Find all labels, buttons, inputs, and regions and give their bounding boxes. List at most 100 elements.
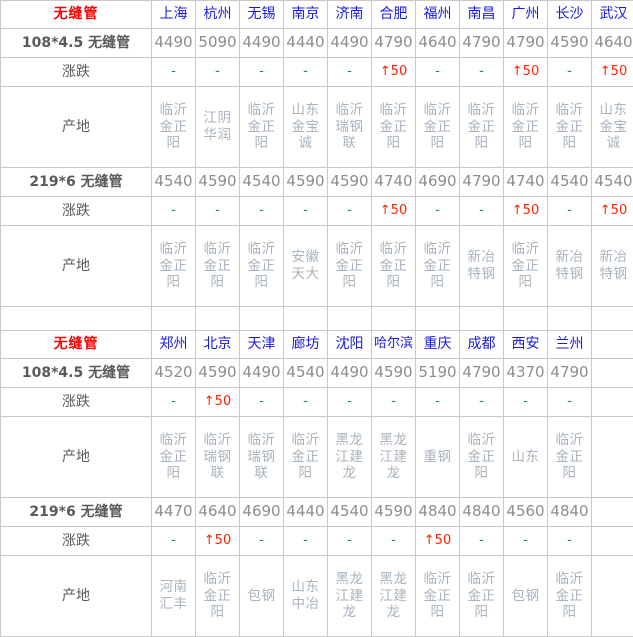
- spacer-cell: [548, 307, 592, 331]
- spacer-cell: [1, 307, 152, 331]
- origin-cell: 新冶特钢: [548, 226, 592, 307]
- city-header-上海[interactable]: 上海: [152, 1, 196, 29]
- city-header-广州[interactable]: 广州: [504, 1, 548, 29]
- change-flat-cell: -: [328, 58, 372, 87]
- price-cell: 4790: [460, 168, 504, 197]
- origin-cell: 山东金宝诚: [592, 87, 633, 168]
- city-header-南昌[interactable]: 南昌: [460, 1, 504, 29]
- price-cell: 4540: [592, 168, 633, 197]
- city-header-济南[interactable]: 济南: [328, 1, 372, 29]
- change-up-cell: ↑50: [372, 197, 416, 226]
- product-title: 无缝管: [1, 1, 152, 29]
- city-header-北京[interactable]: 北京: [196, 331, 240, 359]
- change-flat-cell: -: [548, 58, 592, 87]
- change-flat-cell: -: [548, 197, 592, 226]
- city-header-长沙[interactable]: 长沙: [548, 1, 592, 29]
- empty-cell: [592, 498, 633, 527]
- price-cell: 4740: [372, 168, 416, 197]
- city-header-天津[interactable]: 天津: [240, 331, 284, 359]
- price-cell: 4590: [372, 498, 416, 527]
- origin-cell: 临沂瑞钢联: [328, 87, 372, 168]
- price-cell: 4440: [284, 498, 328, 527]
- origin-label: 产地: [1, 556, 152, 637]
- city-header-沈阳[interactable]: 沈阳: [328, 331, 372, 359]
- change-flat-cell: -: [548, 388, 592, 417]
- origin-cell: 临沂金正阳: [196, 556, 240, 637]
- spacer-cell: [196, 307, 240, 331]
- change-flat-cell: -: [152, 388, 196, 417]
- city-header-兰州[interactable]: 兰州: [548, 331, 592, 359]
- price-cell: 4790: [460, 359, 504, 388]
- change-flat-cell: -: [152, 197, 196, 226]
- change-up-cell: ↑50: [592, 58, 633, 87]
- price-cell: 4590: [284, 168, 328, 197]
- origin-cell: 临沂金正阳: [416, 87, 460, 168]
- change-flat-cell: -: [284, 527, 328, 556]
- origin-cell: 黑龙江建龙: [328, 556, 372, 637]
- price-cell: 4540: [152, 168, 196, 197]
- origin-cell: 临沂金正阳: [548, 417, 592, 498]
- city-header-郑州[interactable]: 郑州: [152, 331, 196, 359]
- origin-cell: 临沂金正阳: [152, 226, 196, 307]
- change-label: 涨跌: [1, 527, 152, 556]
- spacer-cell: [416, 307, 460, 331]
- change-row: 涨跌-----↑50--↑50-↑50: [1, 58, 633, 87]
- price-cell: 4640: [416, 29, 460, 58]
- price-cell: 4370: [504, 359, 548, 388]
- origin-label: 产地: [1, 87, 152, 168]
- city-header-重庆[interactable]: 重庆: [416, 331, 460, 359]
- city-header-西安[interactable]: 西安: [504, 331, 548, 359]
- change-flat-cell: -: [372, 388, 416, 417]
- city-header-无锡[interactable]: 无锡: [240, 1, 284, 29]
- price-cell: 4790: [504, 29, 548, 58]
- change-flat-cell: -: [196, 58, 240, 87]
- change-label: 涨跌: [1, 58, 152, 87]
- change-up-cell: ↑50: [504, 58, 548, 87]
- origin-label: 产地: [1, 226, 152, 307]
- price-cell: 4840: [460, 498, 504, 527]
- origin-cell: 临沂金正阳: [328, 226, 372, 307]
- origin-cell: 临沂金正阳: [240, 87, 284, 168]
- price-cell: 4740: [504, 168, 548, 197]
- spacer-cell: [504, 307, 548, 331]
- city-header-杭州[interactable]: 杭州: [196, 1, 240, 29]
- change-flat-cell: -: [416, 388, 460, 417]
- origin-cell: 临沂金正阳: [240, 226, 284, 307]
- city-header-成都[interactable]: 成都: [460, 331, 504, 359]
- price-cell: 4790: [460, 29, 504, 58]
- price-cell: 4590: [328, 168, 372, 197]
- city-header-武汉[interactable]: 武汉: [592, 1, 633, 29]
- city-header-南京[interactable]: 南京: [284, 1, 328, 29]
- spacer-cell: [240, 307, 284, 331]
- origin-cell: 新冶特钢: [592, 226, 633, 307]
- change-label: 涨跌: [1, 388, 152, 417]
- change-up-cell: ↑50: [504, 197, 548, 226]
- price-cell: 4690: [416, 168, 460, 197]
- origin-cell: 临沂金正阳: [504, 226, 548, 307]
- price-cell: 4560: [504, 498, 548, 527]
- empty-cell: [592, 527, 633, 556]
- change-label: 涨跌: [1, 197, 152, 226]
- spacer-cell: [372, 307, 416, 331]
- price-cell: 4540: [328, 498, 372, 527]
- city-header-合肥[interactable]: 合肥: [372, 1, 416, 29]
- city-header-廊坊[interactable]: 廊坊: [284, 331, 328, 359]
- change-flat-cell: -: [504, 527, 548, 556]
- origin-cell: 黑龙江建龙: [372, 556, 416, 637]
- change-flat-cell: -: [152, 58, 196, 87]
- change-flat-cell: -: [284, 197, 328, 226]
- origin-cell: 山东: [504, 417, 548, 498]
- price-cell: 4540: [284, 359, 328, 388]
- city-header-福州[interactable]: 福州: [416, 1, 460, 29]
- city-header-哈尔滨[interactable]: 哈尔滨: [372, 331, 416, 359]
- change-flat-cell: -: [328, 388, 372, 417]
- origin-row: 产地河南汇丰临沂金正阳包钢山东中冶黑龙江建龙黑龙江建龙临沂金正阳临沂金正阳包钢临…: [1, 556, 633, 637]
- origin-row: 产地临沂金正阳临沂金正阳临沂金正阳安徽天大临沂金正阳临沂金正阳临沂金正阳新冶特钢…: [1, 226, 633, 307]
- origin-label: 产地: [1, 417, 152, 498]
- spec-label: 108*4.5 无缝管: [1, 359, 152, 388]
- change-flat-cell: -: [196, 197, 240, 226]
- origin-cell: 临沂金正阳: [152, 417, 196, 498]
